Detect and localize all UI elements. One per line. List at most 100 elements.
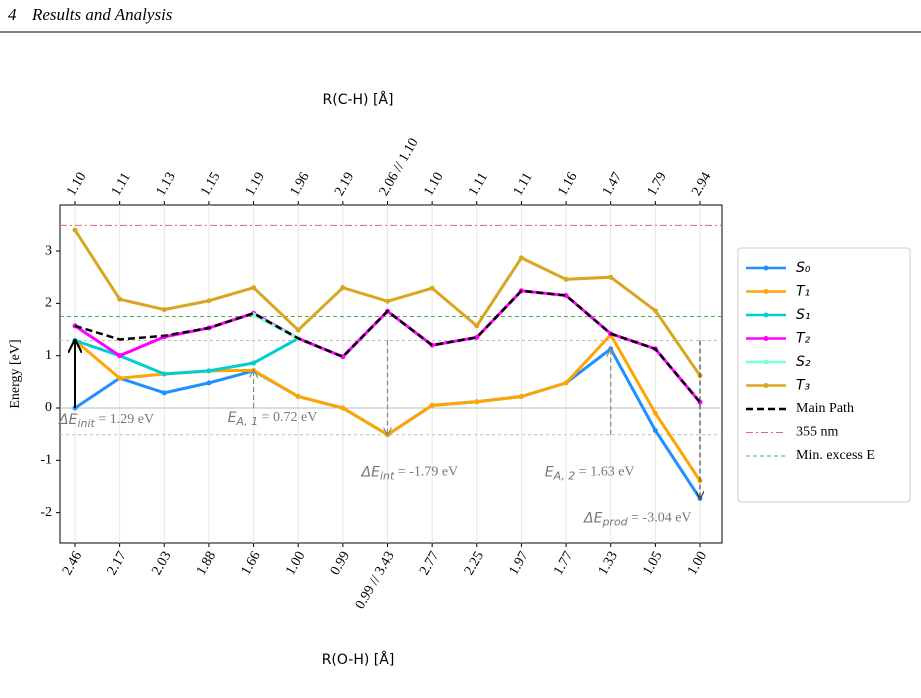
annotation-text: = -1.79 eV [394, 465, 458, 480]
series-point [72, 227, 78, 233]
legend-label: T₃ [796, 378, 811, 394]
series-point [563, 380, 569, 386]
annotation-text: = 0.72 eV [258, 410, 317, 425]
x-top-tick-label: 2.06 // 1.10 [377, 136, 422, 199]
x-tick-label: 0.99 // 3.43 [353, 549, 398, 612]
annotation-label: ΔEint = -1.79 eV [361, 465, 459, 483]
x-tick-label: 1.88 [194, 549, 219, 578]
legend-marker [763, 289, 769, 294]
bottom-axis-label: R(O-H) [Å] [322, 651, 395, 668]
annotation-text: = 1.63 eV [575, 465, 634, 480]
y-tick-label: 0 [45, 400, 52, 415]
series-point [652, 308, 658, 314]
series-point [251, 285, 257, 291]
series-point [340, 405, 346, 411]
series-point [117, 296, 123, 302]
x-tick-label: 1.33 [596, 549, 621, 578]
x-tick-label: 1.77 [551, 549, 576, 578]
x-top-tick-label: 1.10 [421, 170, 446, 199]
legend-label: T₂ [796, 331, 811, 347]
annotation-symbol: E [228, 410, 237, 426]
x-top-tick-label: 1.11 [109, 170, 134, 198]
x-tick-label: 1.05 [640, 549, 665, 578]
annotation-subscript: int [380, 470, 395, 483]
x-top-tick-label: 1.16 [555, 170, 580, 199]
series-point [295, 393, 301, 399]
legend-marker [763, 265, 769, 271]
series-point [429, 402, 435, 408]
legend-label: S₁ [796, 307, 811, 323]
x-top-tick-label: 1.10 [64, 170, 89, 199]
annotation-label: ΔEinit = 1.29 eV [58, 412, 154, 430]
annotation-text: = 1.29 eV [95, 412, 154, 427]
x-top-tick-label: 2.94 [689, 170, 714, 199]
x-tick-label: 2.77 [417, 549, 442, 578]
x-tick-label: 1.00 [685, 549, 710, 578]
top-axis-label: R(C-H) [Å] [323, 91, 394, 108]
x-top-tick-label: 1.11 [466, 170, 491, 198]
legend-label: Main Path [796, 401, 854, 416]
annotation-subscript: A, 1 [235, 415, 258, 428]
plot-frame [59, 204, 723, 544]
series-point [474, 334, 480, 340]
series-point [117, 353, 123, 359]
x-top-tick-label: 1.13 [154, 170, 179, 199]
y-tick-label: 3 [45, 243, 52, 258]
series-point [206, 298, 212, 304]
series-point [340, 285, 346, 291]
series-point [474, 399, 480, 405]
x-tick-label: 1.97 [506, 549, 531, 578]
legend-label: S₀ [796, 260, 811, 276]
x-top-tick-label: 1.15 [198, 170, 223, 199]
annotation-subscript: prod [601, 516, 628, 529]
series-point [518, 255, 524, 261]
series-point [251, 360, 257, 366]
series-point [117, 375, 123, 381]
series-point [518, 393, 524, 399]
series-point [295, 327, 301, 333]
x-top-tick-label: 1.19 [243, 170, 268, 199]
series-point [206, 368, 212, 374]
x-top-tick-label: 1.11 [511, 170, 536, 198]
x-tick-label: 0.99 [328, 549, 353, 578]
x-tick-label: 2.46 [60, 549, 85, 578]
series-point [429, 285, 435, 291]
x-tick-label: 2.17 [105, 549, 130, 578]
y-tick-label: 1 [45, 348, 52, 363]
series-point [206, 380, 212, 386]
legend-marker [763, 359, 769, 365]
x-tick-label: 1.00 [283, 549, 308, 578]
section-number: 4 [8, 5, 17, 24]
section-title: Results and Analysis [31, 5, 173, 24]
x-tick-label: 1.66 [239, 549, 264, 578]
annotation-label: ΔEprod = -3.04 eV [583, 511, 692, 529]
x-top-tick-label: 1.96 [287, 170, 312, 199]
annotation-label: EA, 2 = 1.63 eV [545, 465, 635, 483]
series-point [385, 298, 390, 304]
series-point [652, 428, 658, 434]
legend-label: 355 nm [796, 425, 839, 440]
series-point [563, 276, 569, 282]
legend-marker [763, 336, 769, 341]
annotation-text: = -3.04 eV [628, 511, 692, 526]
y-tick-label: 2 [45, 296, 52, 311]
series-point [161, 371, 167, 377]
x-top-tick-label: 1.47 [600, 170, 625, 199]
legend-marker [763, 383, 769, 388]
legend-label: S₂ [796, 354, 811, 370]
series-point [474, 323, 480, 329]
annotation-symbol: ΔE [583, 511, 603, 527]
legend-label: Min. excess E [796, 448, 875, 463]
series-point [652, 410, 658, 416]
series-point [161, 390, 167, 396]
annotation-label: EA, 1 = 0.72 eV [228, 410, 318, 428]
annotation-symbol: E [545, 465, 554, 481]
legend-marker [763, 312, 769, 318]
annotation-subscript: A, 2 [553, 470, 576, 483]
x-top-tick-label: 1.79 [645, 170, 670, 199]
series-point [161, 307, 167, 313]
annotation-symbol: ΔE [361, 465, 381, 481]
x-tick-label: 2.03 [149, 549, 174, 578]
series-line [74, 289, 701, 404]
